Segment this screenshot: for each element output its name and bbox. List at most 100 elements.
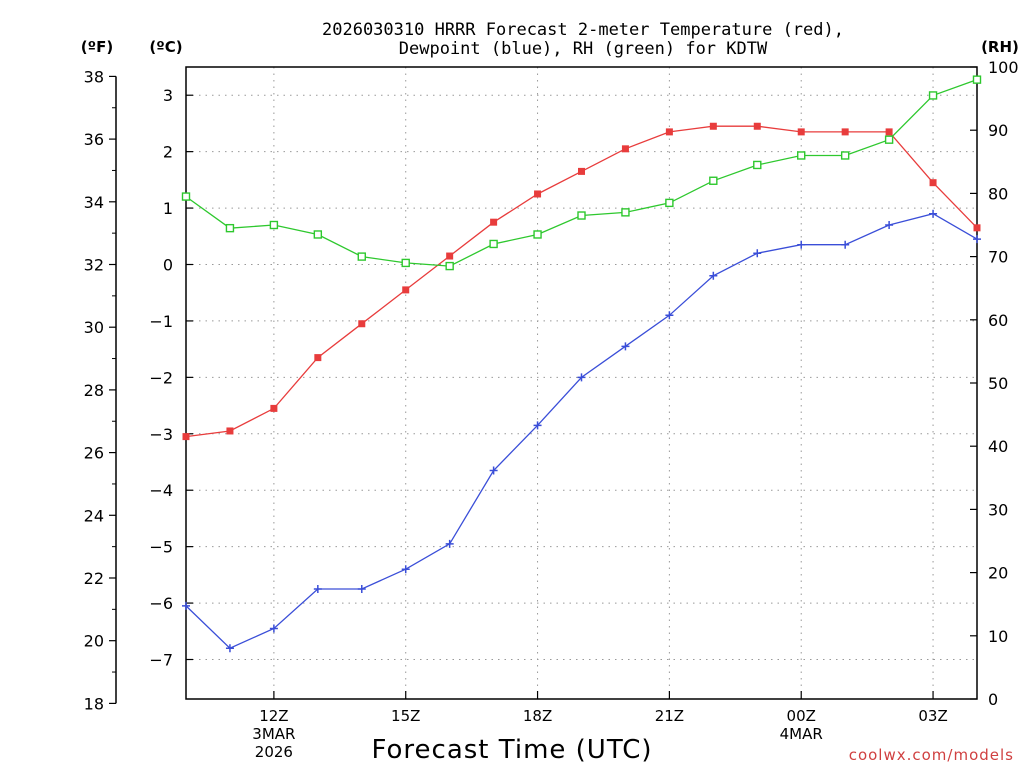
rh-point <box>445 261 454 271</box>
rh-tick-label: 40 <box>988 437 1008 456</box>
fahrenheit-tick-label: 34 <box>84 193 104 212</box>
chart-title-line1: 2026030310 HRRR Forecast 2-meter Tempera… <box>322 20 844 40</box>
x-tick-label: 18Z <box>523 707 552 725</box>
rh-tick-label: 30 <box>988 500 1008 519</box>
rh-point <box>533 230 542 239</box>
dewpoint-line <box>185 213 978 649</box>
fahrenheit-tick-label: 20 <box>84 632 104 651</box>
rh-point <box>753 160 762 170</box>
x-tick-label: 00Z <box>787 707 816 725</box>
rh-point <box>489 239 498 249</box>
rh-point <box>621 208 630 217</box>
celsius-tick-label: −7 <box>149 651 173 670</box>
fahrenheit-tick-label: 38 <box>84 67 104 86</box>
temperature-point <box>929 179 937 187</box>
dewpoint-point <box>665 311 674 320</box>
celsius-tick-label: 0 <box>163 256 173 275</box>
dewpoint-point <box>313 584 322 593</box>
temperature-point <box>358 320 366 328</box>
temperature-point <box>753 122 761 130</box>
temperature-point <box>226 427 234 435</box>
fahrenheit-tick-label: 36 <box>84 130 104 149</box>
dewpoint-point <box>533 421 542 430</box>
x-tick-label: 21Z <box>655 707 684 725</box>
credit-text: coolwx.com/models <box>849 746 1014 764</box>
fahrenheit-tick-label: 18 <box>84 694 104 713</box>
rh-point <box>884 135 894 144</box>
rh-point <box>181 192 191 201</box>
rh-point <box>313 230 323 239</box>
rh-tick-label: 80 <box>988 184 1008 203</box>
dewpoint-point <box>489 466 498 475</box>
chart-title-line2: Dewpoint (blue), RH (green) for KDTW <box>399 39 768 59</box>
dewpoint-point <box>269 624 278 633</box>
dewpoint-point <box>973 235 981 244</box>
x-tick-label: 12Z <box>259 707 288 725</box>
dewpoint-point <box>401 565 410 574</box>
dewpoint-point <box>577 373 586 382</box>
rh-point <box>928 91 938 100</box>
celsius-tick-label: 3 <box>163 86 173 105</box>
dewpoint-point <box>841 240 850 249</box>
x-tick-label: 3MAR <box>252 725 295 743</box>
dewpoint-point <box>929 209 938 218</box>
temperature-point <box>578 167 585 175</box>
temperature-point <box>973 224 981 232</box>
rh-tick-label: 100 <box>988 58 1019 77</box>
x-tick-label: 03Z <box>918 707 947 725</box>
temperature-point <box>314 354 322 362</box>
fahrenheit-tick-label: 30 <box>84 318 104 337</box>
rh-unit-label: (RH) <box>981 38 1019 56</box>
rh-point <box>972 75 982 84</box>
rh-series <box>181 75 982 271</box>
dewpoint-point <box>753 249 762 258</box>
rh-tick-label: 70 <box>988 248 1008 267</box>
rh-tick-label: 50 <box>988 374 1008 393</box>
temperature-point <box>621 145 629 153</box>
temperature-point <box>841 128 849 136</box>
rh-point <box>840 151 850 160</box>
dewpoint-point <box>357 584 366 593</box>
fahrenheit-tick-label: 22 <box>84 569 104 588</box>
rh-point <box>577 211 586 220</box>
x-tick-label: 15Z <box>391 707 420 725</box>
dewpoint-point <box>621 342 630 351</box>
rh-tick-label: 10 <box>988 627 1008 646</box>
dewpoint-series <box>182 209 981 653</box>
temperature-point <box>709 122 717 130</box>
dewpoint-point <box>445 539 454 548</box>
temperature-point <box>182 433 190 441</box>
rh-tick-label: 0 <box>988 690 998 709</box>
temperature-point <box>270 404 278 412</box>
rh-point <box>225 223 235 233</box>
dewpoint-point <box>885 221 894 229</box>
plot-frame <box>185 66 978 700</box>
celsius-tick-label: −2 <box>149 368 173 387</box>
temperature-point <box>446 252 454 260</box>
temperature-point <box>534 190 542 198</box>
fahrenheit-unit-label: (ºF) <box>81 38 113 56</box>
celsius-tick-label: 1 <box>163 199 173 218</box>
fahrenheit-tick-label: 24 <box>84 506 104 525</box>
x-tick-label: 4MAR <box>780 725 823 743</box>
rh-tick-label: 20 <box>988 564 1008 583</box>
rh-point <box>709 176 718 185</box>
series-layer <box>181 75 982 653</box>
x-axis-title: Forecast Time (UTC) <box>371 735 652 765</box>
celsius-tick-label: −5 <box>149 538 173 557</box>
temperature-point <box>490 218 498 226</box>
temperature-point <box>402 286 410 294</box>
rh-point <box>797 151 806 160</box>
celsius-unit-label: (ºC) <box>149 38 182 56</box>
dewpoint-point <box>225 644 234 653</box>
grid-lines <box>186 67 977 699</box>
rh-point <box>401 258 410 268</box>
celsius-tick-label: −1 <box>149 312 173 331</box>
rh-tick-label: 60 <box>988 311 1008 330</box>
fahrenheit-tick-label: 26 <box>84 444 104 463</box>
rh-point <box>269 220 279 230</box>
temperature-point <box>797 128 805 136</box>
celsius-tick-label: 2 <box>163 143 173 162</box>
temperature-point <box>885 128 893 136</box>
